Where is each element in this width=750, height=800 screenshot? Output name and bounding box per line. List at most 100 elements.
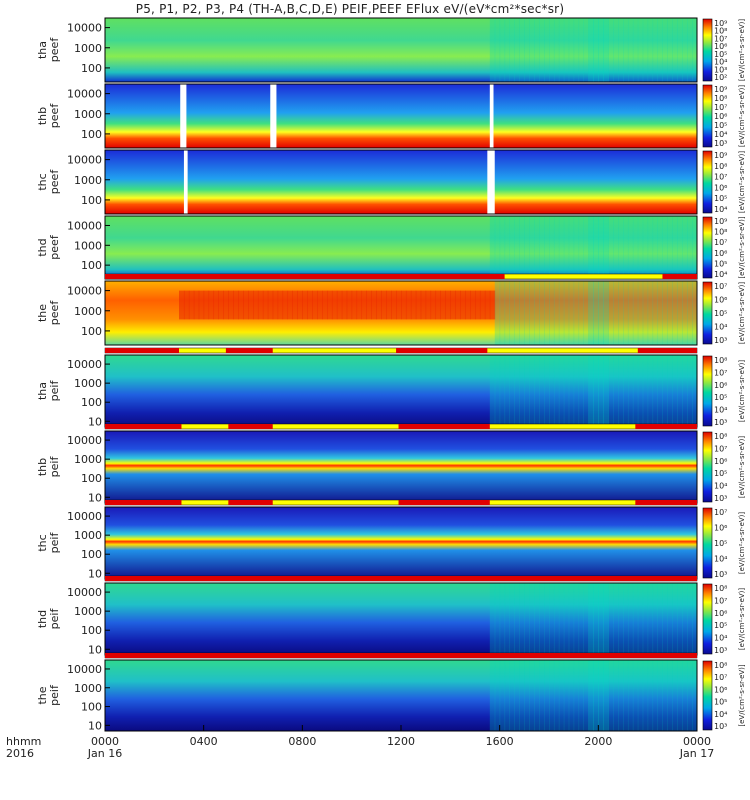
colorbar-tick-label: 10⁸ (714, 27, 727, 36)
colorbar-tick-label: 10⁴ (714, 555, 727, 564)
colorbar-tick-label: 10⁴ (714, 130, 727, 139)
y-axis-label-probe: thc (36, 534, 49, 551)
colorbar-tick-label: 10³ (714, 722, 727, 731)
panel-plot-area (105, 431, 697, 503)
spectrogram-column (524, 583, 530, 655)
spectrogram-column (588, 583, 594, 655)
spectrogram-column (450, 290, 456, 320)
spectrogram-column (302, 290, 308, 320)
spectrogram-column (376, 290, 382, 320)
spectrogram-column (544, 660, 550, 731)
spectrogram-column (519, 216, 525, 279)
spectrogram-column (627, 216, 634, 279)
colorbar-label-text: [eV/(cm²-s-sr-eV)] (738, 151, 746, 214)
colorbar-label: [eV/(cm²-s-sr-eV)] (738, 360, 746, 423)
colorbar-tick-label: 10³ (714, 336, 727, 345)
spectrogram-column (563, 216, 570, 279)
spectrogram-column (494, 660, 501, 731)
spectrogram-column (682, 660, 688, 731)
colorbar-label: [eV/(cm²-s-sr-eV)] (738, 436, 746, 499)
spectrogram-column (593, 583, 599, 655)
colorbar-tick-label: 10³ (714, 65, 727, 74)
spectrogram-column (578, 660, 585, 731)
spectrogram-column (647, 355, 654, 427)
y-axis-label: thb peef (36, 103, 61, 129)
colorbar (702, 431, 713, 503)
spectrogram-column (553, 281, 560, 345)
mode-flag-segment (396, 348, 488, 353)
spectrogram-column (297, 290, 303, 320)
spectrogram-column (312, 290, 318, 320)
spectrogram-column (282, 290, 289, 320)
spectrogram-column (657, 583, 663, 655)
spectrogram-column (583, 583, 589, 655)
spectrogram-column (682, 355, 688, 427)
spectrogram-column (623, 355, 629, 427)
colorbar-label-text: [eV/(cm²-s-sr-eV)] (738, 19, 746, 82)
colorbar-label: [eV/(cm²-s-sr-eV)] (738, 216, 746, 279)
y-axis-label-species: peif (48, 456, 61, 478)
spectrogram-column (519, 583, 525, 655)
y-axis-label: tha peef (36, 37, 61, 63)
colorbar-tick-label: 10⁶ (714, 685, 727, 694)
spectrogram-column (672, 583, 678, 655)
spectrogram-column (608, 355, 614, 427)
spectrogram-column (632, 355, 639, 427)
spectrogram-column (692, 18, 697, 82)
spectrogram-column (509, 355, 515, 427)
colorbar-tick-label: 10⁵ (714, 539, 727, 548)
spectrogram-column (593, 660, 599, 731)
colorbar-tick-label: 10⁴ (714, 634, 727, 643)
spectrogram-column (682, 583, 688, 655)
spectrogram-column (287, 290, 293, 320)
y-tick-label: 1000 (74, 174, 102, 187)
y-tick-label: 100 (81, 701, 102, 714)
y-tick-label: 10 (88, 491, 102, 504)
spectrogram-column (539, 583, 545, 655)
spectrogram-column (218, 290, 224, 320)
mode-flag-segment (105, 653, 697, 658)
spectrogram-column (519, 660, 525, 731)
spectrogram-column (598, 18, 604, 82)
spectrogram-column (578, 583, 585, 655)
spectrogram-column (519, 355, 525, 427)
panel-plot-area (105, 583, 697, 655)
spectrogram-column (514, 216, 520, 279)
spectrogram-column (613, 281, 619, 345)
spectrogram-column (652, 660, 659, 731)
colorbar-tick-label: 10³ (714, 139, 727, 148)
spectrogram-column (435, 290, 441, 320)
colorbar-tick-label: 10⁷ (714, 368, 727, 377)
spectrogram-column (539, 281, 545, 345)
panel-plot-area (105, 281, 697, 345)
spectrogram-column (514, 583, 520, 655)
spectrogram-column (613, 355, 619, 427)
y-axis-label-probe: thd (36, 238, 49, 256)
spectrogram-column (642, 355, 649, 427)
spectrogram-column (583, 216, 589, 279)
spectrogram-column (539, 355, 545, 427)
spectrogram-column (623, 583, 629, 655)
y-axis-label-probe: tha (36, 382, 49, 400)
mode-flag-segment (105, 274, 505, 279)
spectrogram-column (563, 660, 570, 731)
y-axis-label: the peif (36, 684, 61, 706)
y-axis-label-probe: tha (36, 41, 49, 59)
spectrogram-column (657, 216, 663, 279)
spectrogram-column (445, 290, 451, 320)
spectrogram-column (460, 290, 466, 320)
x-tick-label: 1600 (486, 735, 514, 748)
spectrogram-column (613, 18, 619, 82)
spectrogram-column (603, 281, 609, 345)
spectrogram-column (603, 355, 609, 427)
spectrogram-column (642, 583, 649, 655)
spectrogram-column (637, 583, 644, 655)
spectrogram-column (307, 290, 313, 320)
spectrogram-column (583, 660, 589, 731)
spectrogram-column (608, 281, 614, 345)
y-tick-label: 10000 (67, 358, 102, 371)
spectrogram-column (657, 660, 663, 731)
spectrogram-column (558, 583, 565, 655)
spectrogram-column (598, 281, 604, 345)
